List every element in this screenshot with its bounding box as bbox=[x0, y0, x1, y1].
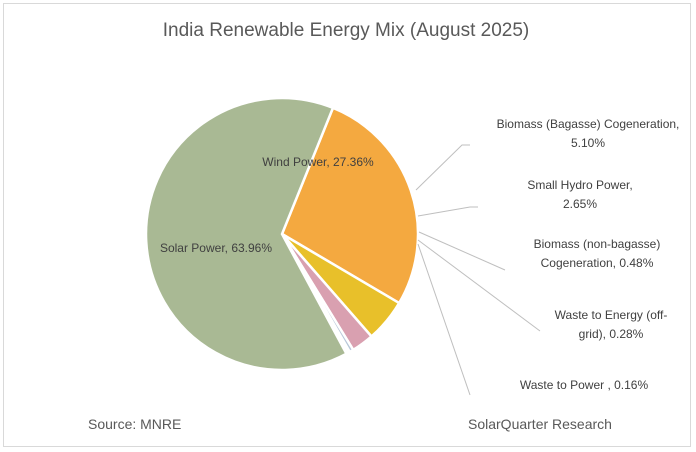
leader-line-small-hydro-power bbox=[417, 206, 478, 217]
leader-lines bbox=[415, 144, 541, 396]
slice-label-waste-to-energy-off-grid: Waste to Energy (off-grid), 0.28% bbox=[555, 308, 668, 341]
pie-slice-solar-power bbox=[144, 96, 349, 372]
slice-label-biomass-non-bagasse-cogeneration: Biomass (non-bagasse) Cogeneration, 0.48% bbox=[534, 237, 661, 270]
slice-labels: Wind Power, 27.36% Biomass (Bagasse) Coge… bbox=[160, 117, 679, 392]
pie-slices bbox=[144, 96, 420, 372]
slice-label-waste-to-power: Waste to Power , 0.16% bbox=[520, 378, 649, 392]
leader-line-biomass-non-bagasse-cogeneration bbox=[418, 231, 506, 271]
leader-line-waste-to-power bbox=[417, 243, 471, 396]
pie-slice-wind-power bbox=[280, 106, 420, 305]
leader-line-waste-to-energy-off-grid bbox=[417, 239, 541, 332]
credit-note: SolarQuarter Research bbox=[468, 416, 612, 432]
source-note: Source: MNRE bbox=[88, 416, 182, 432]
slice-label-small-hydro-power: Small Hydro Power, 2.65% bbox=[527, 178, 632, 211]
slice-label-wind-power: Wind Power, 27.36% bbox=[262, 155, 374, 169]
slice-label-biomass-bagasse-cogeneration: Biomass (Bagasse) Cogeneration, 5.10% bbox=[497, 117, 680, 150]
leader-line-biomass-bagasse-cogeneration bbox=[415, 144, 470, 191]
chart-title: India Renewable Energy Mix (August 2025) bbox=[162, 20, 530, 41]
slice-label-solar-power: Solar Power, 63.96% bbox=[160, 241, 272, 255]
